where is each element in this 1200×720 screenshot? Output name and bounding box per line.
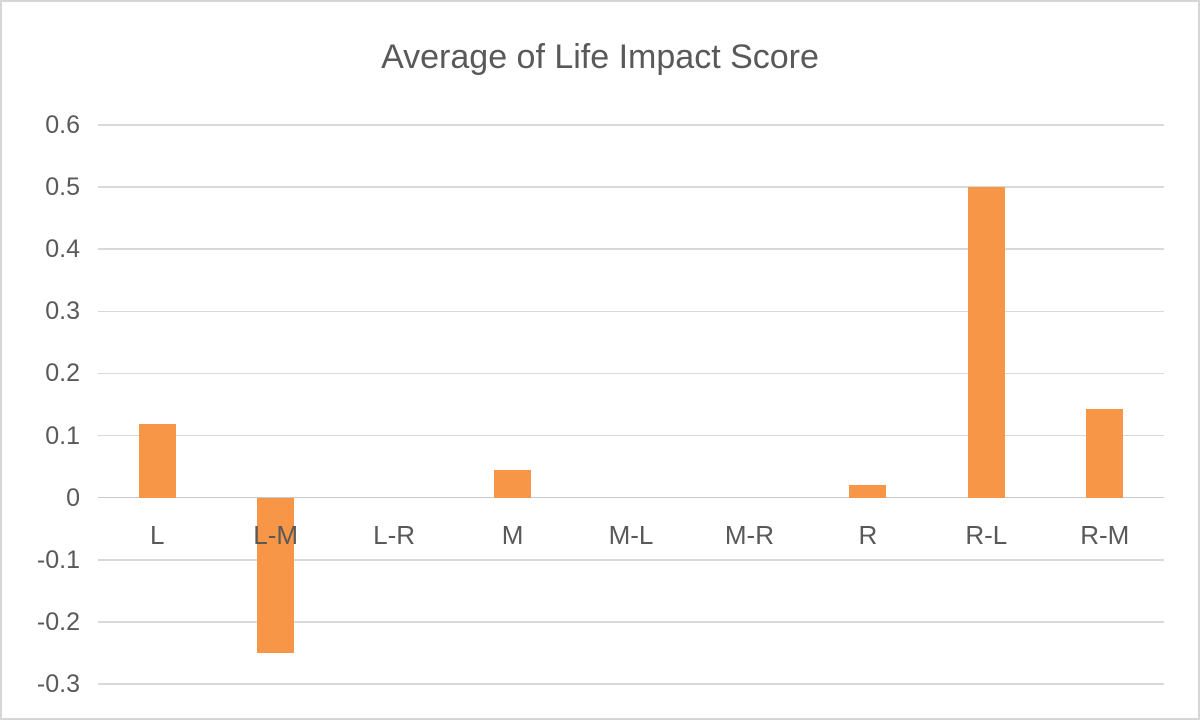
y-tick-label: 0.2 [45,359,80,388]
gridline [98,621,1164,623]
gridline [98,310,1164,313]
y-tick-label: -0.2 [36,607,80,636]
y-tick-label: -0.1 [36,545,80,574]
gridline [98,124,1164,126]
bar-R-M[interactable] [1086,408,1124,498]
x-category-label: L-R [373,520,416,550]
bar-R-L[interactable] [967,187,1005,498]
x-category-label: M-R [724,520,774,550]
x-category-label: R-L [965,520,1008,550]
x-category-label: M [501,520,524,550]
bar-R[interactable] [849,485,887,498]
y-tick-label: 0.6 [45,111,80,139]
x-category-label: R [858,520,878,550]
y-tick-label: 0.4 [45,235,80,264]
y-tick-label: 0.5 [45,173,80,202]
gridline [98,248,1164,250]
bar-L-M[interactable] [257,497,295,653]
x-category-label: M-L [608,520,654,550]
y-tick-label: 0.1 [45,421,80,450]
y-tick-label: 0.3 [45,297,80,326]
x-category-label: L [149,520,165,550]
gridline [98,372,1164,375]
y-tick-label: 0 [66,483,80,512]
gridline [98,434,1164,437]
gridline [98,559,1164,561]
x-category-label: R-M [1080,520,1130,550]
gridline [98,186,1164,188]
y-tick-label: -0.3 [36,670,80,698]
chart-title: Average of Life Impact Score [381,38,819,76]
x-category-label: L-M [253,520,299,550]
bar-L[interactable] [138,424,176,498]
zero-axis-line [98,496,1164,499]
gridline [98,683,1164,685]
bar-M[interactable] [494,469,532,498]
